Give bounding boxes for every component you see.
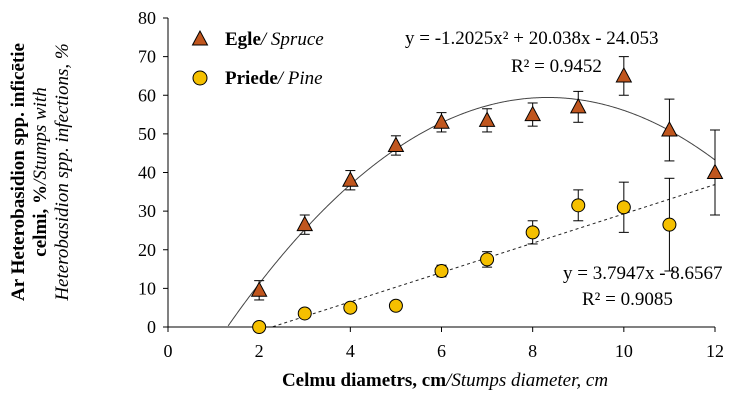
legend-pine-italic: / Pine <box>277 68 323 89</box>
pine-point <box>252 320 267 334</box>
spruce-point <box>433 113 450 129</box>
tick-labels: 0 10 20 30 40 50 60 70 80 0 2 4 6 8 10 12 <box>138 8 724 361</box>
y-tick-label: 70 <box>138 47 156 67</box>
spruce-point <box>387 136 405 152</box>
y-title-line2: celmi, %/Stumps with <box>30 87 51 256</box>
pine-point <box>525 225 540 240</box>
y-axis-title: Ar Heterobasidion spp. inficētie celmi, … <box>8 43 73 302</box>
pine-equation: y = 3.7947x - 8.6567 <box>563 263 723 284</box>
y-tick-label: 60 <box>138 85 156 105</box>
y-title-line2-italic: /Stumps with <box>30 87 51 186</box>
legend: Egle/ Spruce Priede/ Pine <box>191 29 324 89</box>
x-tick-label: 2 <box>255 341 264 361</box>
x-tick-label: 4 <box>346 341 355 361</box>
legend-label-pine: Priede/ Pine <box>225 68 323 89</box>
legend-circle-marker <box>192 70 208 86</box>
x-tick-label: 10 <box>615 341 633 361</box>
legend-spruce-bold: Egle <box>225 29 261 50</box>
pine-point <box>662 217 677 232</box>
x-title-italic: /Stumps diameter, cm <box>445 370 608 391</box>
x-tick-label: 0 <box>164 341 173 361</box>
y-tick-label: 10 <box>138 278 156 298</box>
y-tick-label: 30 <box>138 201 156 221</box>
y-tick-label: 80 <box>138 8 156 28</box>
pine-point <box>480 252 495 267</box>
pine-point <box>343 300 358 315</box>
trend-annotations: y = -1.2025x² + 20.038x - 24.053 R² = 0.… <box>405 28 723 310</box>
pine-point <box>434 263 449 278</box>
spruce-point <box>706 163 724 179</box>
pine-point <box>388 298 403 313</box>
spruce-point <box>524 105 542 122</box>
x-tick-label: 12 <box>706 341 724 361</box>
y-tick-label: 20 <box>138 240 156 260</box>
axes <box>163 17 716 332</box>
spruce-equation: y = -1.2025x² + 20.038x - 24.053 <box>405 28 659 49</box>
spruce-point <box>341 171 359 187</box>
pine-r2: R² = 0.9085 <box>582 289 673 310</box>
pine-point <box>571 198 586 213</box>
data-points <box>250 66 724 334</box>
legend-label-spruce: Egle/ Spruce <box>225 29 324 50</box>
spruce-point <box>250 281 268 297</box>
legend-pine-bold: Priede <box>225 68 278 89</box>
legend-spruce-italic: / Spruce <box>260 29 324 50</box>
spruce-point <box>615 66 633 83</box>
y-title-line3: Heterobasidion spp. infections, % <box>52 43 73 301</box>
spruce-point <box>478 111 496 127</box>
x-axis-title: Celmu diametrs, cm/Stumps diameter, cm <box>282 370 608 391</box>
spruce-point <box>661 120 678 137</box>
y-tick-label: 0 <box>147 317 156 337</box>
spruce-r2: R² = 0.9452 <box>511 56 602 77</box>
spruce-point <box>296 215 314 232</box>
y-title-line2-bold: celmi, % <box>30 185 51 257</box>
pine-point <box>297 306 312 321</box>
y-tick-label: 40 <box>138 163 156 183</box>
pine-point <box>616 200 631 215</box>
legend-triangle-marker <box>191 29 209 46</box>
x-tick-label: 8 <box>528 341 537 361</box>
x-title-bold: Celmu diametrs, cm <box>282 370 446 391</box>
y-title-line1: Ar Heterobasidion spp. inficētie <box>8 43 29 301</box>
x-tick-label: 6 <box>437 341 446 361</box>
spruce-point <box>569 97 587 114</box>
y-tick-label: 50 <box>138 124 156 144</box>
